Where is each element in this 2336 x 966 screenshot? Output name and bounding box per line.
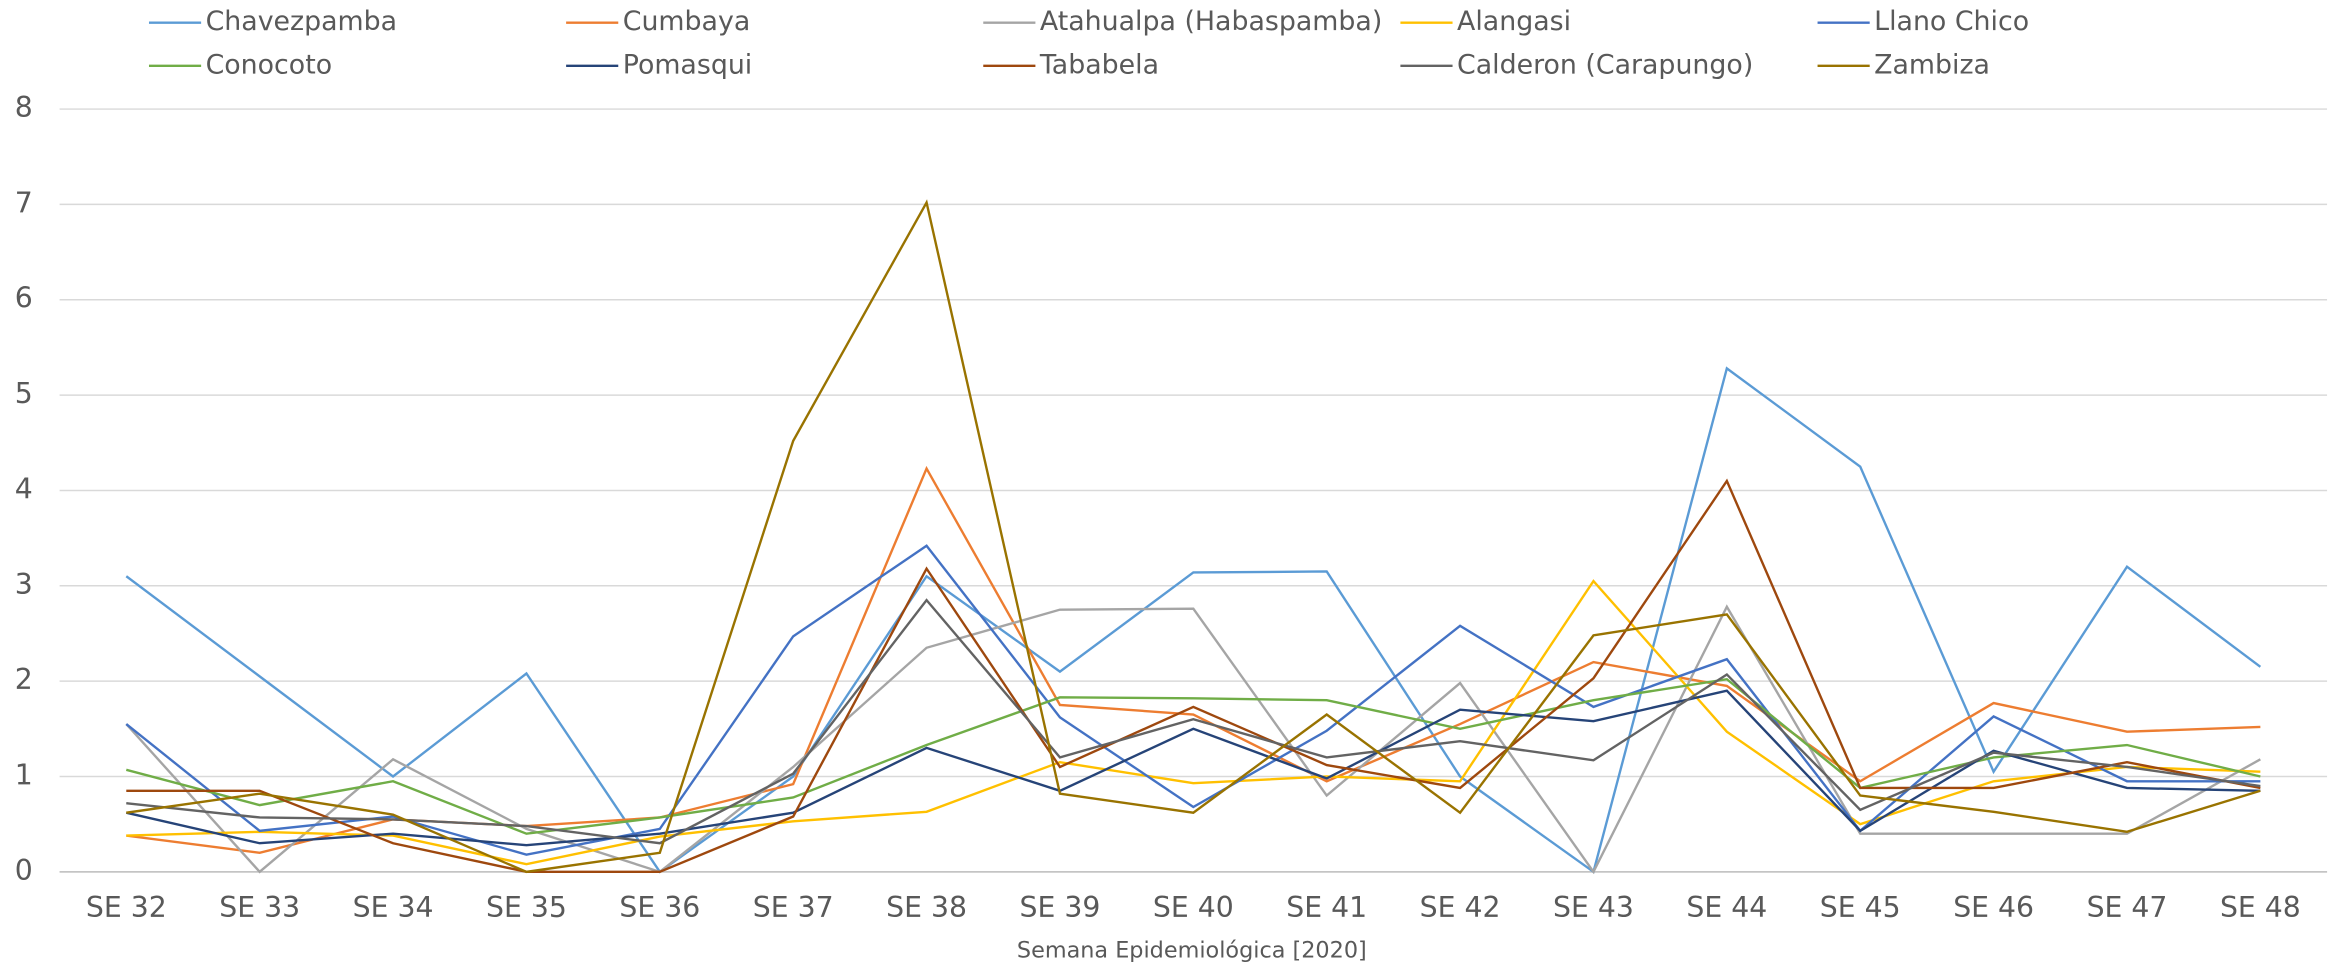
x-tick-label: SE 32 [86,891,167,924]
x-tick-label: SE 33 [219,891,300,924]
series-line [126,465,2261,854]
x-tick-label: SE 34 [353,891,434,924]
legend-label: Chavezpamba [206,6,398,37]
x-tick-label: SE 43 [1553,891,1634,924]
series-line [126,579,2261,866]
x-tick-label: SE 36 [619,891,700,924]
x-tick-label: SE 46 [1953,891,2034,924]
y-tick-label: 3 [15,568,33,601]
x-tick-label: SE 40 [1153,891,1234,924]
y-tick-label: 2 [15,663,33,696]
y-tick-label: 1 [15,758,33,791]
x-tick-label: SE 41 [1286,891,1367,924]
series-line [126,598,2261,845]
y-tick-label: 8 [15,91,33,124]
series-line [126,478,2261,874]
y-tick-label: 4 [15,472,33,505]
legend-label: Zambiza [1874,49,1990,80]
series-line [125,544,2261,856]
x-tick-label: SE 38 [886,891,967,924]
x-tick-label: SE 45 [1820,891,1901,924]
y-tick-label: 0 [15,854,33,887]
x-tick-label: SE 35 [486,891,567,924]
series-line [126,199,2261,874]
legend-label: Atahualpa (Habaspamba) [1040,6,1382,37]
x-tick-label: SE 42 [1420,891,1501,924]
x-tick-label: SE 44 [1686,891,1767,924]
y-tick-label: 7 [15,186,33,219]
x-tick-label: SE 47 [2087,891,2168,924]
y-tick-label: 6 [15,282,33,315]
legend-label: Cumbaya [623,6,751,37]
x-tick-label: SE 39 [1020,891,1101,924]
x-tick-label: SE 48 [2220,891,2301,924]
y-tick-label: 5 [15,377,33,410]
x-tick-label: SE 37 [753,891,834,924]
x-axis-label: Semana Epidemiológica [2020] [1017,937,1367,963]
series-line [125,604,2261,875]
legend-label: Alangasi [1457,6,1571,37]
series-line [125,677,2261,835]
legend-label: Calderon (Carapungo) [1457,49,1753,80]
legend-label: Conocoto [206,49,333,80]
legend-label: Llano Chico [1874,6,2029,37]
series-line [125,366,2262,874]
series-line [126,689,2261,847]
legend-label: Pomasqui [623,49,753,80]
legend-label: Tababela [1039,49,1159,80]
